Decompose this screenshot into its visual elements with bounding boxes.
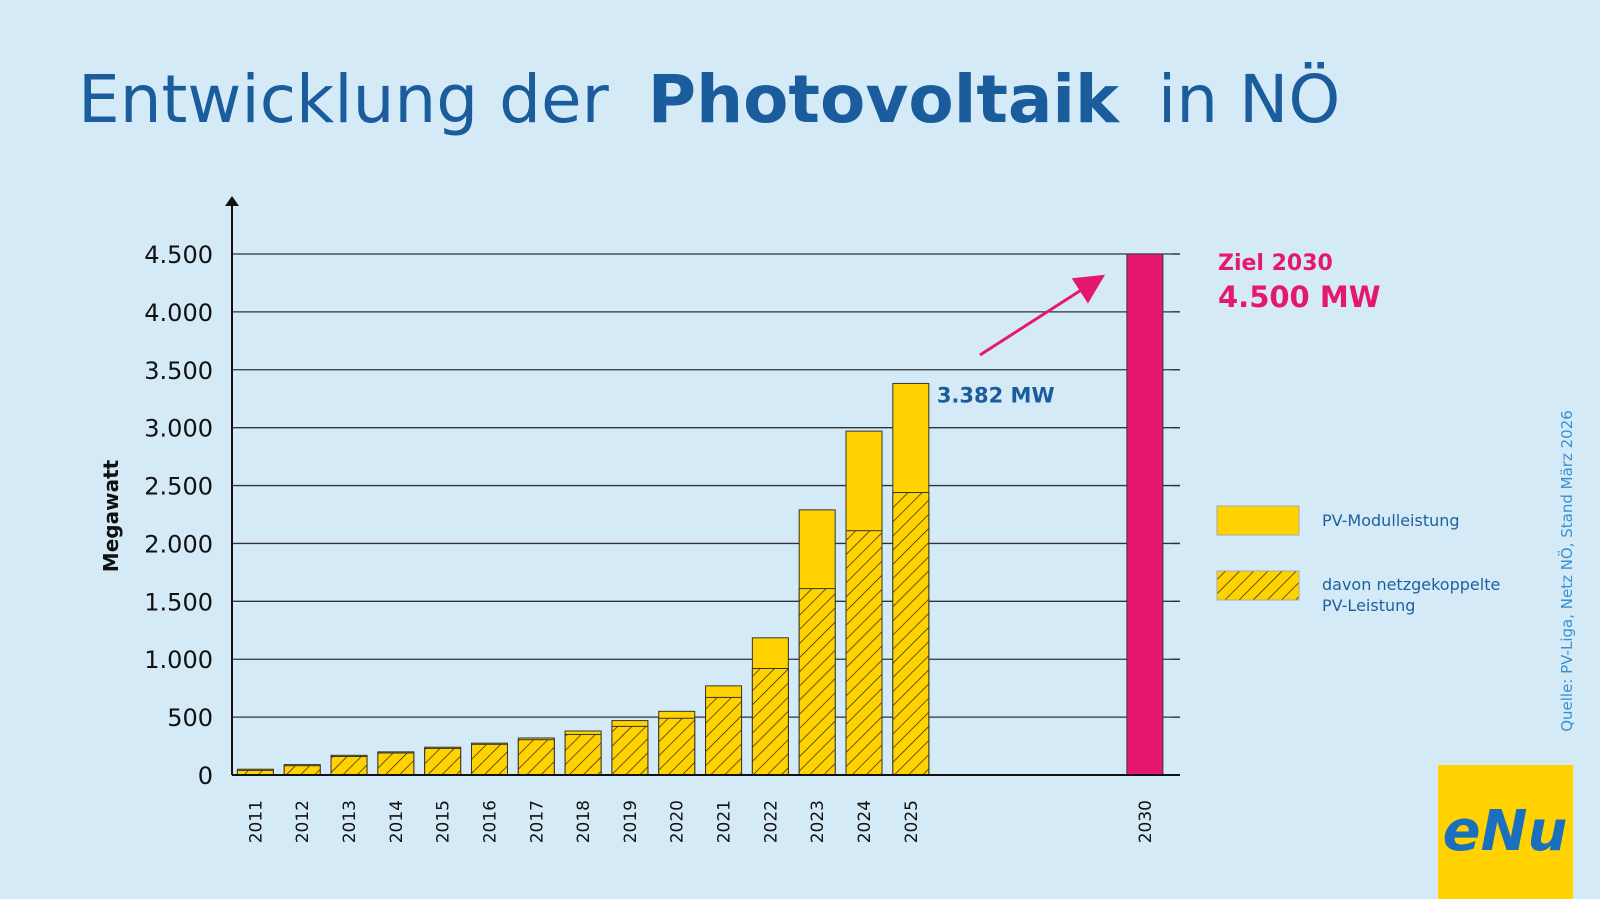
x-tick-label: 2011 bbox=[246, 800, 266, 843]
x-tick-label: 2023 bbox=[808, 800, 828, 843]
x-tick-label: 2025 bbox=[902, 800, 922, 843]
plot: 0 500 1.000 1.500 2.000 2.500 3.000 3.500 4.000 4… bbox=[144, 241, 1380, 843]
y-tick-label: 3.500 bbox=[144, 357, 213, 385]
legend-swatch bbox=[1216, 570, 1300, 601]
target-value-label: 4.500 MW bbox=[1218, 280, 1381, 314]
hatched-bar bbox=[611, 725, 649, 776]
title-part: Photovoltaik bbox=[648, 61, 1121, 138]
y-tick-label: 1.500 bbox=[144, 588, 213, 616]
y-tick-label: 4.000 bbox=[144, 299, 213, 327]
title-part: Entwicklung der bbox=[78, 61, 610, 138]
y-tick-label: 0 bbox=[198, 762, 213, 790]
target-label: Ziel 2030 bbox=[1218, 251, 1333, 276]
source-note: Quelle: PV-Liga, Netz NÖ, Stand März 202… bbox=[1557, 410, 1576, 732]
hatched-bar bbox=[517, 739, 555, 776]
hatched-bar bbox=[564, 733, 602, 776]
hatched-bar bbox=[892, 492, 930, 776]
legend-swatch bbox=[1216, 505, 1300, 536]
target-bar bbox=[1126, 253, 1164, 776]
y-tick-label: 4.500 bbox=[144, 241, 213, 269]
x-tick-label: 2017 bbox=[527, 800, 547, 843]
y-tick-label: 2.500 bbox=[144, 473, 213, 501]
x-tick-label: 2020 bbox=[668, 800, 688, 843]
hatched-bar bbox=[377, 752, 415, 776]
x-tick-label: 2030 bbox=[1136, 800, 1156, 843]
target-arrow bbox=[979, 274, 1106, 357]
x-tick-label: 2022 bbox=[761, 800, 781, 843]
y-tick-label: 500 bbox=[167, 704, 213, 732]
hatched-bar bbox=[845, 530, 883, 776]
y-tick-label: 1.000 bbox=[144, 646, 213, 674]
value-label: 3.382 MW bbox=[937, 383, 1055, 407]
x-tick-label: 2015 bbox=[434, 800, 454, 843]
hatched-bar bbox=[751, 667, 789, 776]
hatched-bar bbox=[658, 717, 696, 776]
x-tick-label: 2013 bbox=[340, 800, 360, 843]
hatched-bar bbox=[470, 743, 508, 776]
legend-entry: davon netzgekoppelte PV-Leistung bbox=[1322, 575, 1501, 615]
hatched-bar bbox=[705, 696, 743, 776]
x-tick-label: 2014 bbox=[387, 800, 407, 843]
x-tick-label: 2018 bbox=[574, 800, 594, 843]
y-tick-label: 2.000 bbox=[144, 530, 213, 558]
x-tick-label: 2016 bbox=[480, 800, 500, 843]
chart-title: Entwicklung der Photovoltaik in NÖ bbox=[78, 61, 1340, 138]
title-part: in NÖ bbox=[1158, 61, 1340, 138]
y-axis-arrow bbox=[225, 196, 239, 206]
x-tick-label: 2019 bbox=[621, 800, 641, 843]
hatched-bar bbox=[424, 747, 462, 776]
logo: eNu bbox=[1443, 799, 1568, 864]
hatched-bar bbox=[330, 755, 368, 776]
legend-entry: PV-Modulleistung bbox=[1322, 511, 1460, 530]
hatched-bar bbox=[283, 765, 321, 776]
logo-box bbox=[1438, 765, 1573, 899]
x-tick-label: 2024 bbox=[855, 800, 875, 843]
legend-text: PV-Modulleistung bbox=[1322, 511, 1460, 530]
legend-text: davon netzgekoppelte PV-Leistung bbox=[1322, 575, 1501, 615]
y-axis-label: Megawatt bbox=[99, 459, 123, 572]
x-tick-label: 2021 bbox=[715, 800, 735, 843]
x-tick-label: 2012 bbox=[293, 800, 313, 843]
y-tick-label: 3.000 bbox=[144, 415, 213, 443]
hatched-bar bbox=[798, 588, 836, 776]
